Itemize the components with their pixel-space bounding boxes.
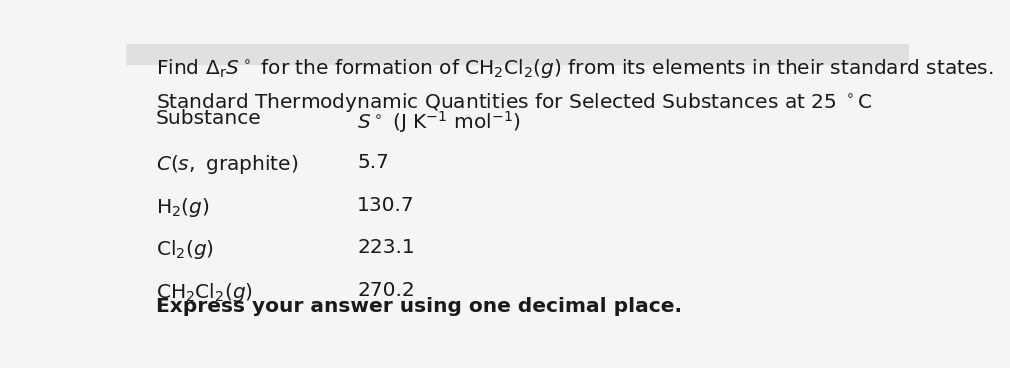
Text: Substance: Substance — [156, 109, 262, 128]
Text: Find $\Delta_\mathrm{r}S^\circ$ for the formation of $\mathrm{CH_2Cl_2}(g)$ from: Find $\Delta_\mathrm{r}S^\circ$ for the … — [156, 57, 994, 80]
Text: 223.1: 223.1 — [358, 238, 415, 257]
Text: 270.2: 270.2 — [358, 281, 415, 300]
Text: Standard Thermodynamic Quantities for Selected Substances at 25 $^\circ$C: Standard Thermodynamic Quantities for Se… — [156, 91, 873, 114]
Text: $\mathrm{Cl_2}(g)$: $\mathrm{Cl_2}(g)$ — [156, 238, 214, 261]
Text: 130.7: 130.7 — [358, 196, 415, 215]
Text: $\mathrm{H_2}(g)$: $\mathrm{H_2}(g)$ — [156, 196, 210, 219]
Text: $C(s,\ \mathrm{graphite})$: $C(s,\ \mathrm{graphite})$ — [156, 153, 298, 176]
Bar — [126, 44, 909, 64]
Text: $S^\circ$ (J K$^{-1}$ mol$^{-1}$): $S^\circ$ (J K$^{-1}$ mol$^{-1}$) — [358, 109, 521, 135]
Text: Express your answer using one decimal place.: Express your answer using one decimal pl… — [156, 297, 682, 316]
Text: $\mathrm{CH_2Cl_2}(g)$: $\mathrm{CH_2Cl_2}(g)$ — [156, 281, 254, 304]
Text: 5.7: 5.7 — [358, 153, 389, 172]
